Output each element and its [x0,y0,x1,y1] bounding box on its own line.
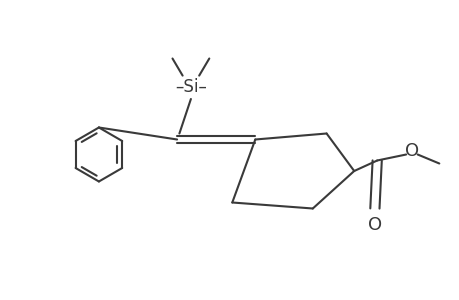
Text: O: O [404,142,418,160]
Text: O: O [367,216,381,234]
Text: –Si–: –Si– [174,78,207,96]
